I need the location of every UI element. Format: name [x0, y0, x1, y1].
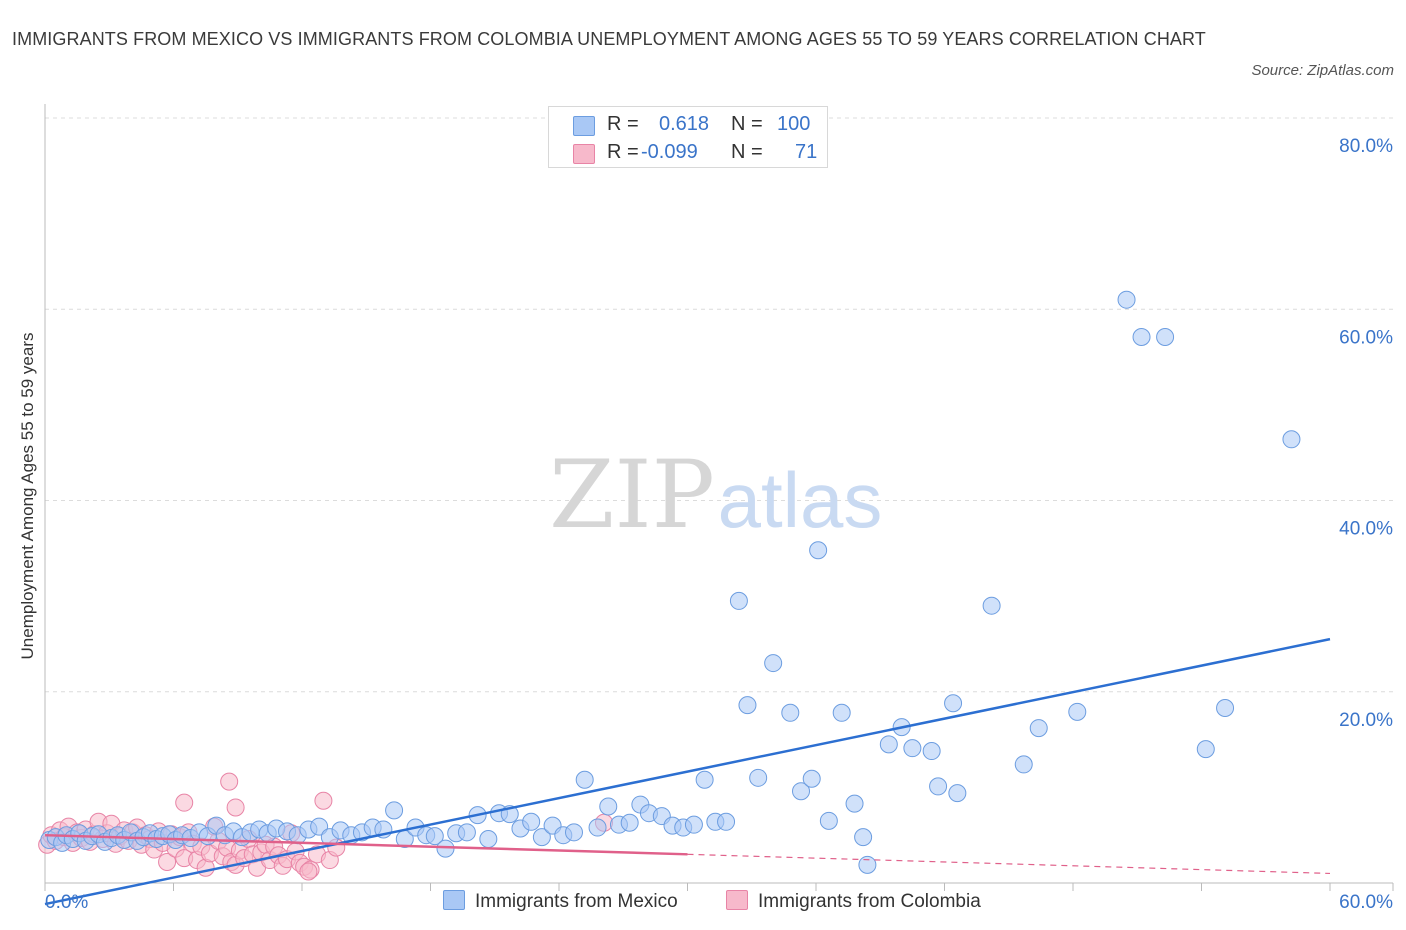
data-point	[175, 793, 194, 812]
data-point	[684, 815, 703, 834]
data-point	[819, 811, 838, 830]
data-point	[948, 784, 967, 803]
legend-r-label: R =	[607, 141, 639, 163]
data-point	[226, 798, 245, 817]
data-point	[599, 797, 618, 816]
data-point	[792, 782, 811, 801]
trend-lines	[44, 637, 1331, 906]
data-point	[879, 735, 898, 754]
data-point	[457, 823, 476, 842]
data-point	[903, 739, 922, 758]
watermark-zip: ZIP	[549, 441, 715, 550]
data-point	[1132, 327, 1151, 346]
legend-n-label: N =	[731, 113, 763, 135]
data-point	[764, 654, 783, 673]
legend-swatch-colombia	[726, 890, 748, 910]
legend-swatch-mexico	[573, 116, 595, 136]
data-point	[845, 794, 864, 813]
data-point	[314, 791, 333, 810]
data-point	[479, 830, 498, 849]
x-tick-label: 60.0%	[1339, 892, 1393, 913]
tick-labels: 20.0% 40.0% 60.0% 80.0% 0.0% 60.0%	[45, 136, 1393, 913]
data-point	[738, 696, 757, 715]
y-tick-label: 40.0%	[1339, 519, 1393, 540]
data-point	[717, 812, 736, 831]
legend-item-colombia: Immigrants from Colombia	[726, 890, 981, 913]
series-mexico	[40, 290, 1301, 874]
data-point	[781, 703, 800, 722]
data-point	[532, 828, 551, 847]
data-point	[436, 839, 455, 858]
source-label: Source: ZipAtlas.com	[1251, 62, 1394, 79]
data-point	[575, 770, 594, 789]
data-point	[620, 813, 639, 832]
y-tick-label: 80.0%	[1339, 136, 1393, 157]
data-point	[832, 703, 851, 722]
data-point	[1014, 755, 1033, 774]
data-point	[729, 591, 748, 610]
data-point	[944, 694, 963, 713]
data-point	[564, 823, 583, 842]
data-point	[1068, 702, 1087, 721]
legend-label-colombia: Immigrants from Colombia	[758, 891, 981, 912]
trend-line-colombia-extrapolated	[687, 853, 1331, 875]
data-point	[310, 817, 329, 836]
legend-n-value: 100	[777, 113, 811, 135]
data-point	[220, 772, 239, 791]
y-tick-label: 60.0%	[1339, 327, 1393, 348]
legend-swatch-mexico	[443, 890, 465, 910]
data-point	[982, 596, 1001, 615]
data-point	[922, 742, 941, 761]
legend-item-mexico: Immigrants from Mexico	[443, 890, 678, 913]
data-point	[1282, 430, 1301, 449]
trend-line-mexico	[44, 637, 1331, 906]
legend-swatch-colombia	[573, 144, 595, 164]
data-point	[588, 818, 607, 837]
data-point	[749, 768, 768, 787]
axes	[44, 104, 1394, 891]
data-point	[858, 855, 877, 874]
legend-n-label: N =	[731, 141, 763, 163]
data-point	[809, 541, 828, 560]
data-point	[158, 852, 177, 871]
legend-r-value: -0.099	[641, 141, 698, 163]
data-point	[854, 828, 873, 847]
y-tick-label: 20.0%	[1339, 710, 1393, 731]
data-point	[425, 827, 444, 846]
data-point	[1117, 290, 1136, 309]
data-point	[1029, 719, 1048, 738]
legend-r-label: R =	[607, 113, 639, 135]
grid-lines	[45, 117, 1393, 693]
data-point	[695, 770, 714, 789]
data-point	[1156, 327, 1175, 346]
x-tick-label: 0.0%	[45, 892, 88, 913]
data-point	[802, 769, 821, 788]
data-point	[299, 862, 318, 881]
chart-title: IMMIGRANTS FROM MEXICO VS IMMIGRANTS FRO…	[12, 29, 1206, 49]
trend-line-colombia	[44, 833, 688, 856]
data-point	[522, 812, 541, 831]
correlation-legend: R = 0.618 N = 100 R = -0.099 N = 71	[548, 106, 828, 168]
legend-label-mexico: Immigrants from Mexico	[475, 891, 678, 912]
data-point	[929, 777, 948, 796]
data-point	[1196, 740, 1215, 759]
watermark-atlas: atlas	[718, 456, 883, 544]
data-point	[385, 801, 404, 820]
legend-r-value: 0.618	[659, 113, 710, 135]
legend-n-value: 71	[795, 141, 818, 163]
data-point	[1216, 699, 1235, 718]
